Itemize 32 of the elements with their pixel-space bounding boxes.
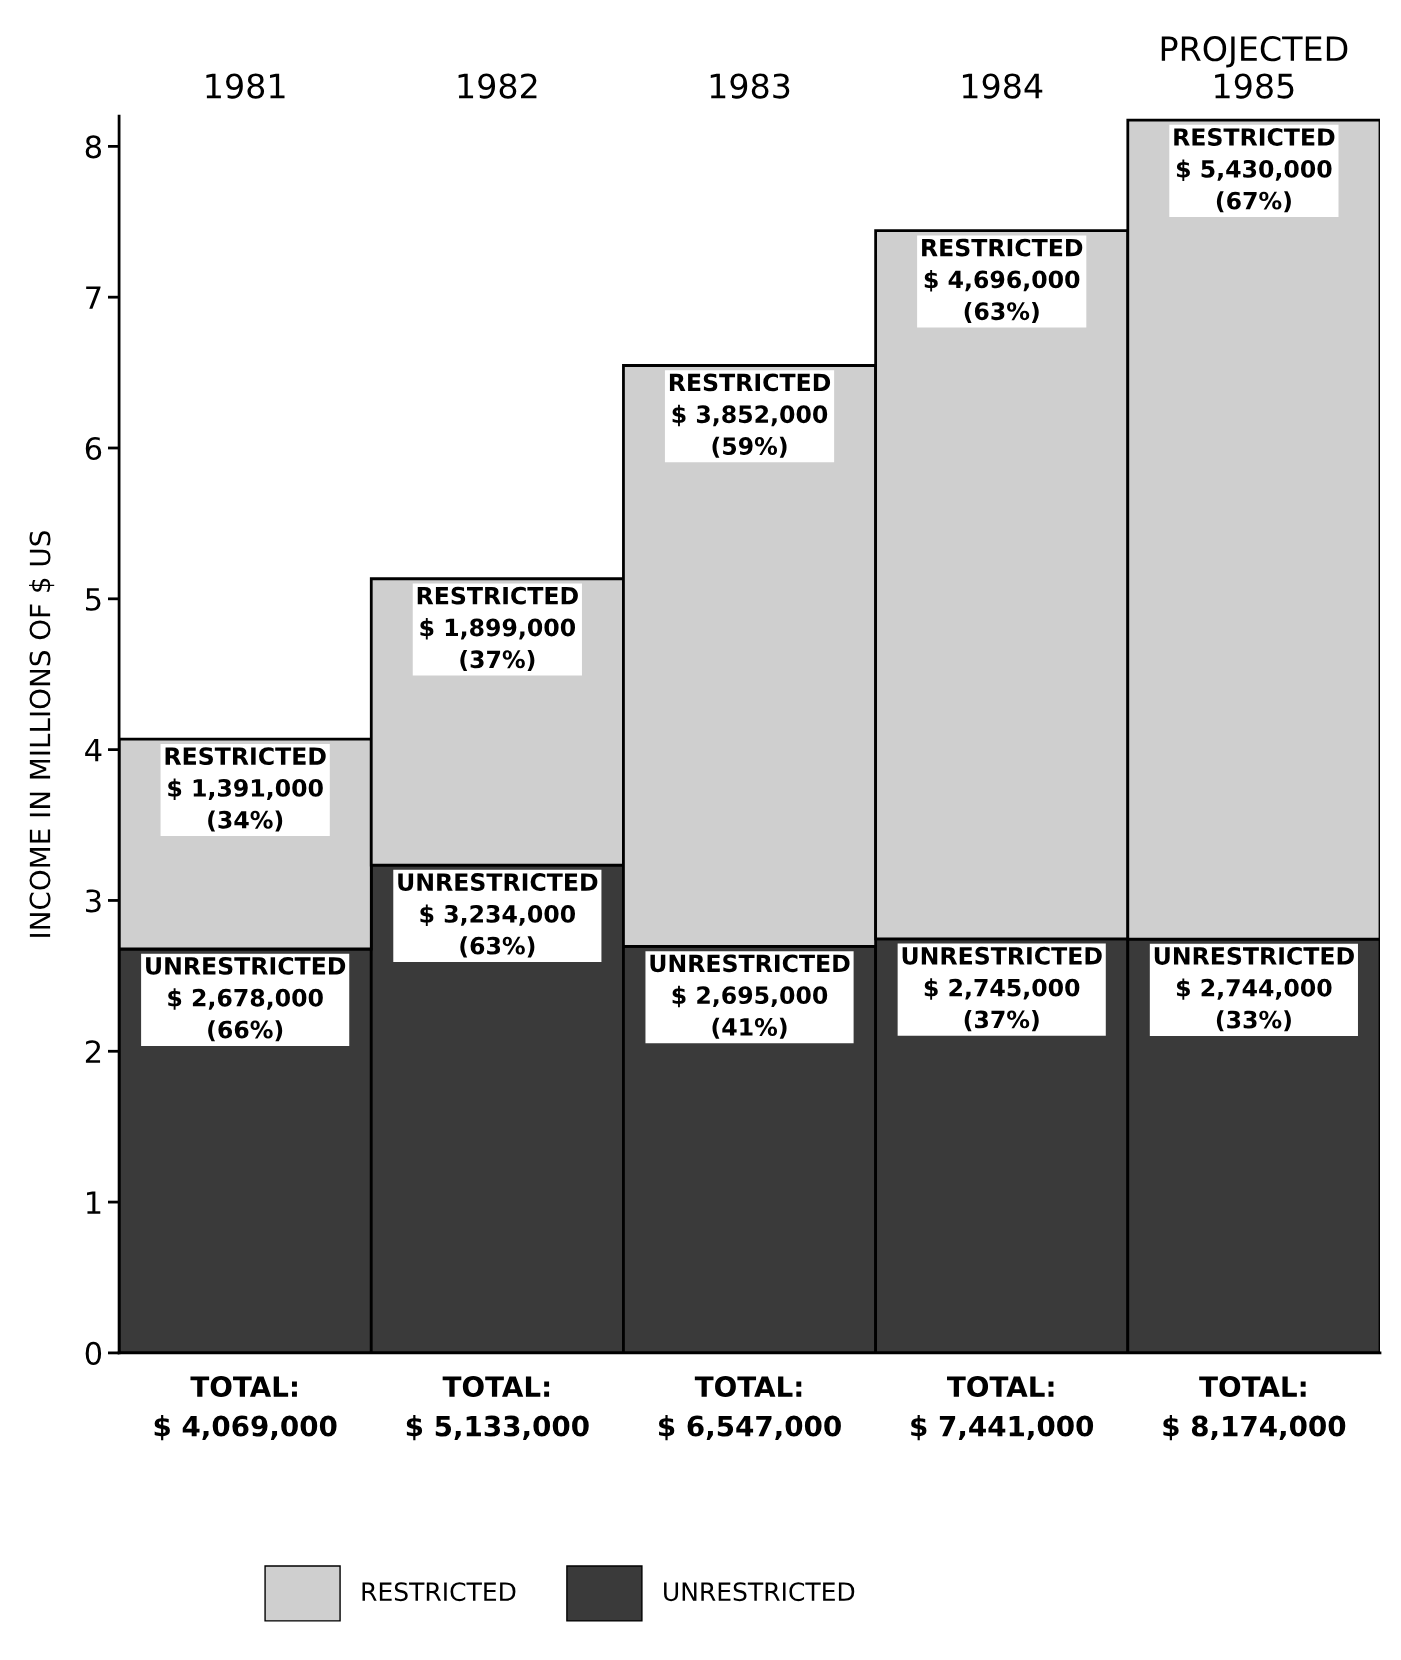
annotation: RESTRICTED $ 3,852,000 (59%) (669, 373, 831, 458)
x-tick-label: 1983 (710, 73, 790, 99)
annotation: UNRESTRICTED $ 2,745,000 (37%) (902, 946, 1102, 1032)
y-tick-label: 2 (85, 1040, 101, 1063)
x-tick-label: 1981 (206, 73, 285, 99)
annotation: RESTRICTED $ 4,696,000 (63%) (922, 238, 1083, 323)
y-tick-label: 8 (85, 135, 102, 159)
y-tick-label: 3 (86, 889, 101, 913)
y-axis-title: INCOME IN MILLIONS OF $ US (29, 531, 55, 937)
annotation: RESTRICTED $ 5,430,000 (67%) (1174, 128, 1335, 213)
annotation: RESTRICTED $ 1,391,000 (34%) (165, 747, 326, 832)
total-label: TOTAL: $ 6,547,000 (659, 1376, 841, 1441)
legend-label: RESTRICTED (362, 1582, 516, 1602)
y-tick-label: 6 (85, 436, 102, 461)
total-label: TOTAL: $ 7,441,000 (911, 1376, 1094, 1441)
x-tick-label: 1984 (962, 73, 1043, 99)
annotation: RESTRICTED $ 1,899,000 (37%) (417, 586, 578, 671)
y-tick-label: 7 (86, 286, 101, 309)
y-tick-label: 1 (87, 1191, 101, 1214)
y-tick-label: 5 (86, 588, 101, 611)
annotation: UNRESTRICTED $ 2,744,000 (33%) (1154, 947, 1354, 1032)
y-tick-label: 4 (85, 738, 102, 762)
x-tick-label: PROJECTED 1985 (1161, 36, 1348, 99)
annotation: UNRESTRICTED $ 3,234,000 (63%) (398, 873, 598, 958)
total-label: TOTAL: $ 5,133,000 (406, 1376, 589, 1441)
annotation: UNRESTRICTED $ 2,695,000 (41%) (650, 954, 850, 1039)
y-tick-label: 0 (85, 1341, 102, 1365)
annotation: UNRESTRICTED $ 2,678,000 (66%) (146, 956, 346, 1042)
total-label: TOTAL: $ 8,174,000 (1163, 1376, 1346, 1441)
legend-label: UNRESTRICTED (664, 1582, 855, 1602)
x-tick-label: 1982 (458, 73, 537, 99)
total-label: TOTAL: $ 4,069,000 (154, 1376, 337, 1441)
